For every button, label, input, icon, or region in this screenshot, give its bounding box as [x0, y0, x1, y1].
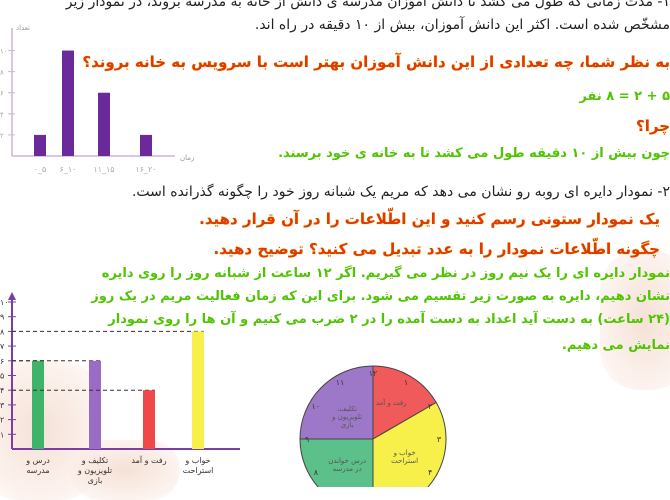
hour-label: ۱۰	[312, 402, 321, 411]
y-tick-label: ۸	[0, 327, 5, 336]
pie-slice	[372, 365, 437, 440]
q1-line1: ۱- مدت زمانی که طول می کشد تا دانش آموزا…	[65, 0, 670, 10]
x-tick-label: ۱۱_۱۵	[93, 165, 114, 174]
y-tick-label: ۶	[0, 357, 4, 366]
hour-label: ۱	[404, 378, 408, 387]
x-tick-label: تکلیف و تلویزیون و بازی	[77, 456, 113, 485]
q2-answer-1: نمودار دایره ای را یک نیم روز در نظر می …	[101, 266, 670, 281]
pie-slice	[299, 365, 374, 440]
q1-why-answer: چون بیش از ۱۰ دقیقه طول می کشد تا به خان…	[278, 146, 670, 161]
q1-answer: ۵ + ۲ = ۸ نفر	[579, 89, 670, 104]
hour-label: ۴	[428, 468, 432, 477]
q1-question: به نظر شما، چه تعدادی از این دانش آموزان…	[82, 53, 670, 71]
hour-label: ۱۲	[369, 369, 378, 378]
y-tick-label: ۸	[0, 69, 4, 77]
y-axis-arrow	[8, 292, 16, 300]
activity-bar-chart: ۱ ۲ ۳ ۴ ۵ ۶ ۷ ۸ ۹ ۱۰	[0, 292, 240, 450]
activity-bar	[32, 360, 44, 449]
y-tick-label: ۴	[0, 111, 4, 119]
histogram-chart: تعداد زمان ۲ ۴ ۶ ۸ ۱۰ ۰_۵ ۶_۱۰ ۱۱_۱۵ ۱۶_۲۰	[0, 24, 194, 174]
activity-bar	[89, 360, 101, 449]
activity-bar	[143, 390, 155, 449]
y-tick-label: ۵	[0, 372, 4, 381]
q2-answer-2: نشان دهیم، دایره به صورت زیر تقسیم می شو…	[91, 289, 670, 304]
q2-line1: ۲- نمودار دایره ای روبه رو نشان می دهد ک…	[131, 184, 670, 200]
histogram-bar	[62, 50, 74, 156]
hour-label: ۳	[437, 435, 442, 444]
y-tick-label: ۷	[0, 342, 5, 351]
q2-answer-4: نمایش می دهیم.	[561, 338, 670, 353]
q2-task1: یک نمودار ستونی رسم کنید و این اطّلاعات …	[199, 210, 660, 228]
pie-slice-label: تکلیف، تلویزیون و بازی	[332, 405, 363, 430]
hour-label: ۸	[314, 468, 319, 477]
histogram-bar	[34, 134, 46, 156]
y-tick-label: ۴	[0, 386, 4, 395]
x-tick-label: ۰_۵	[34, 165, 47, 174]
x-tick-label: ۶_۱۰	[60, 165, 77, 174]
pie-slice	[299, 438, 374, 487]
pie-slice-label: خواب و استراحت	[391, 449, 419, 466]
histogram-bar	[140, 134, 152, 156]
q1-line2: مشخّص شده است. اکثر این دانش آموزان، بیش…	[254, 17, 670, 33]
x-axis-label: زمان	[180, 154, 194, 162]
pie-slice-label: رفت و آمد	[375, 399, 407, 408]
y-tick-label: ۶	[0, 90, 4, 98]
y-tick-label: ۲	[0, 132, 4, 140]
hour-label: ۱۱	[336, 378, 345, 387]
y-tick-label: ۹	[0, 313, 4, 322]
hour-label: ۲	[428, 402, 432, 411]
y-tick-label: ۱۰	[0, 48, 8, 56]
y-tick-label: ۱	[0, 430, 4, 439]
x-tick-label: درس و مدرسه	[26, 456, 50, 475]
q1-why: چرا؟	[636, 117, 670, 135]
q2-answer-3: (۲۴ ساعت) به دست آید اعداد به دست آمده ر…	[108, 312, 670, 327]
x-tick-label: خواب و استراحت	[182, 456, 214, 475]
x-tick-label: ۱۶_۲۰	[135, 165, 156, 174]
hour-label: ۹	[305, 435, 309, 444]
histogram-bar	[98, 92, 110, 156]
y-tick-label: ۱۰	[0, 298, 9, 307]
activity-pie-chart: ۱۲۱۲۳۴۵۶۷۸۹۱۰۱۱	[299, 365, 447, 487]
y-tick-label: ۲	[0, 416, 4, 425]
y-tick-label: ۳	[0, 401, 5, 410]
activity-bar	[192, 331, 204, 449]
x-tick-label: رفت و آمد	[131, 456, 167, 465]
q2-task2: چگونه اطّلاعات نمودار را به عدد تبدیل می…	[213, 240, 660, 258]
pie-slice-label: درس خواندن در مدرسه	[328, 456, 367, 473]
pie-slice	[372, 401, 447, 487]
y-axis-label: تعداد	[16, 24, 30, 32]
